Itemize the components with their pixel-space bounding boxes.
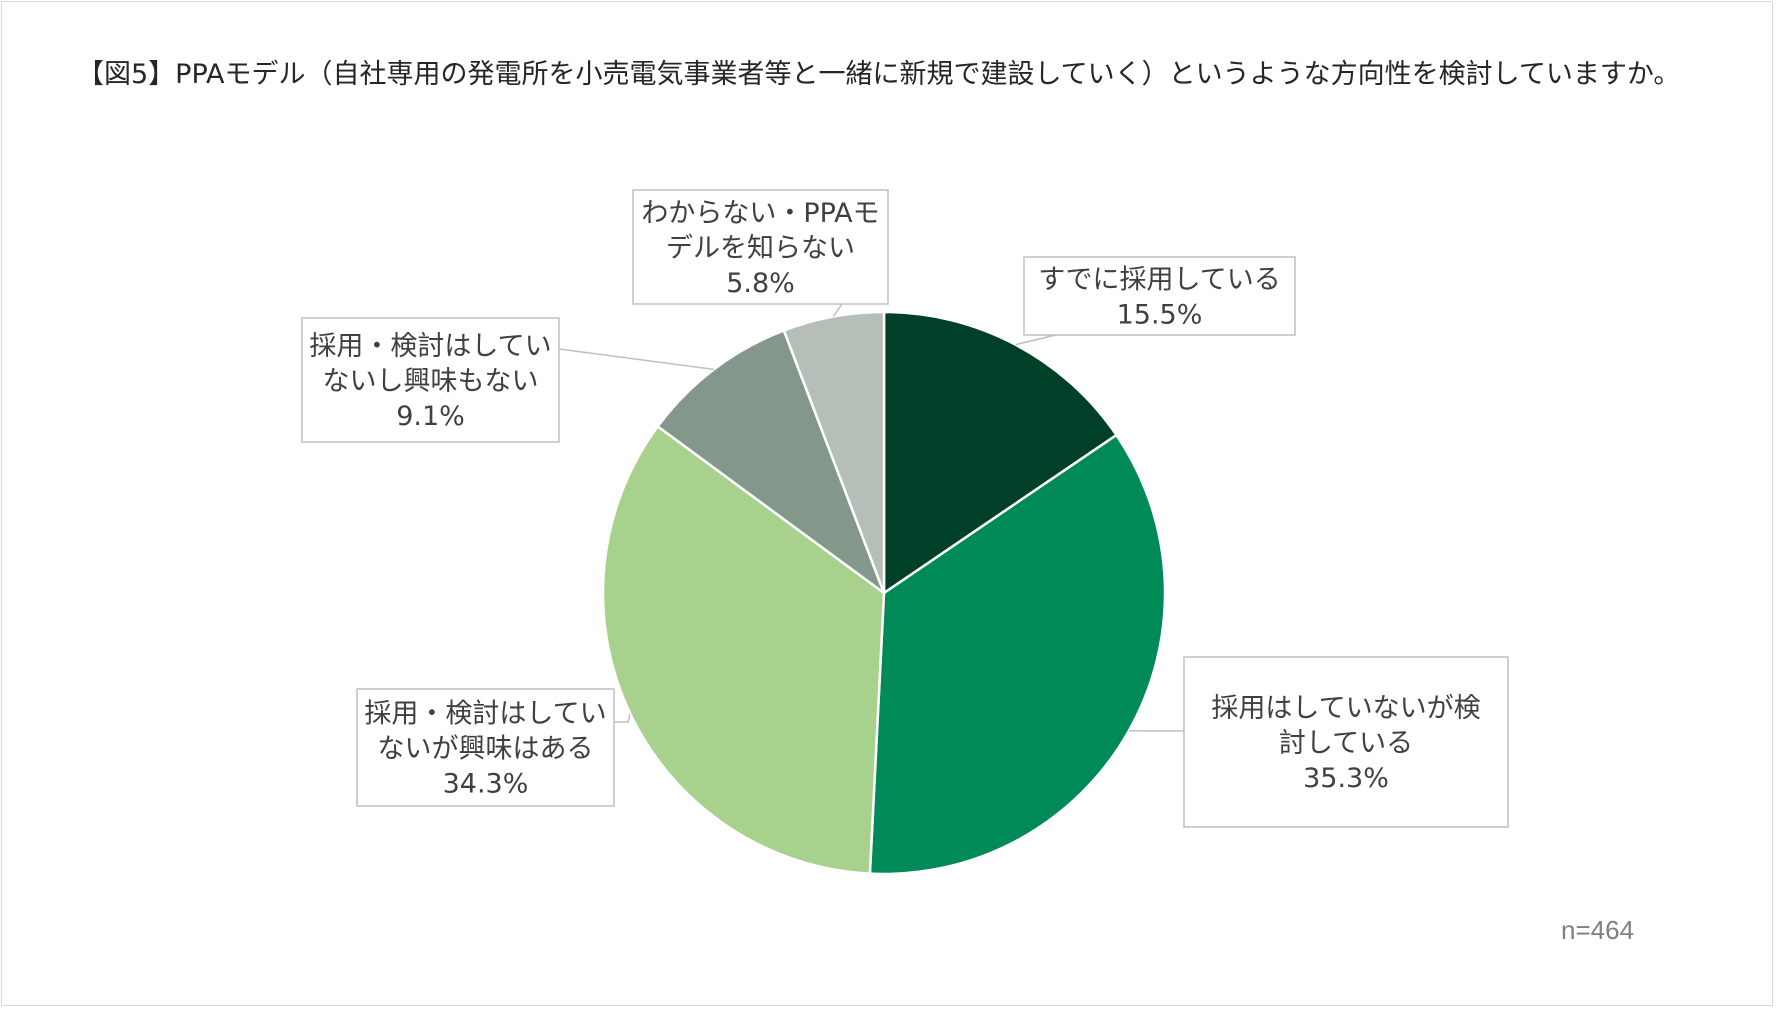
sample-size-note: n=464 — [1561, 915, 1634, 946]
slice-label-1: すでに採用している 15.5% — [1016, 257, 1296, 345]
slice-category-5: わからない・PPAモ — [641, 198, 879, 229]
leader-line-4 — [559, 349, 714, 369]
slice-category-1: すでに採用している — [1038, 265, 1280, 296]
slice-category-5: デルを知らない — [666, 233, 855, 264]
slice-value-2: 35.3% — [1303, 763, 1389, 794]
slice-value-1: 15.5% — [1117, 300, 1203, 331]
slice-category-3: 採用・検討はしてい — [364, 699, 606, 730]
slice-category-2: 討している — [1279, 728, 1413, 759]
slice-value-3: 34.3% — [443, 769, 529, 800]
slice-category-2: 採用はしていないが検 — [1211, 693, 1480, 724]
slice-value-5: 5.8% — [726, 268, 795, 299]
slice-category-4: ないし興味もない — [323, 366, 539, 397]
slice-category-3: ないが興味はある — [378, 734, 594, 765]
leader-line-3 — [614, 713, 630, 722]
slice-category-4: 採用・検討はしてい — [309, 331, 551, 362]
slice-value-4: 9.1% — [396, 401, 465, 432]
